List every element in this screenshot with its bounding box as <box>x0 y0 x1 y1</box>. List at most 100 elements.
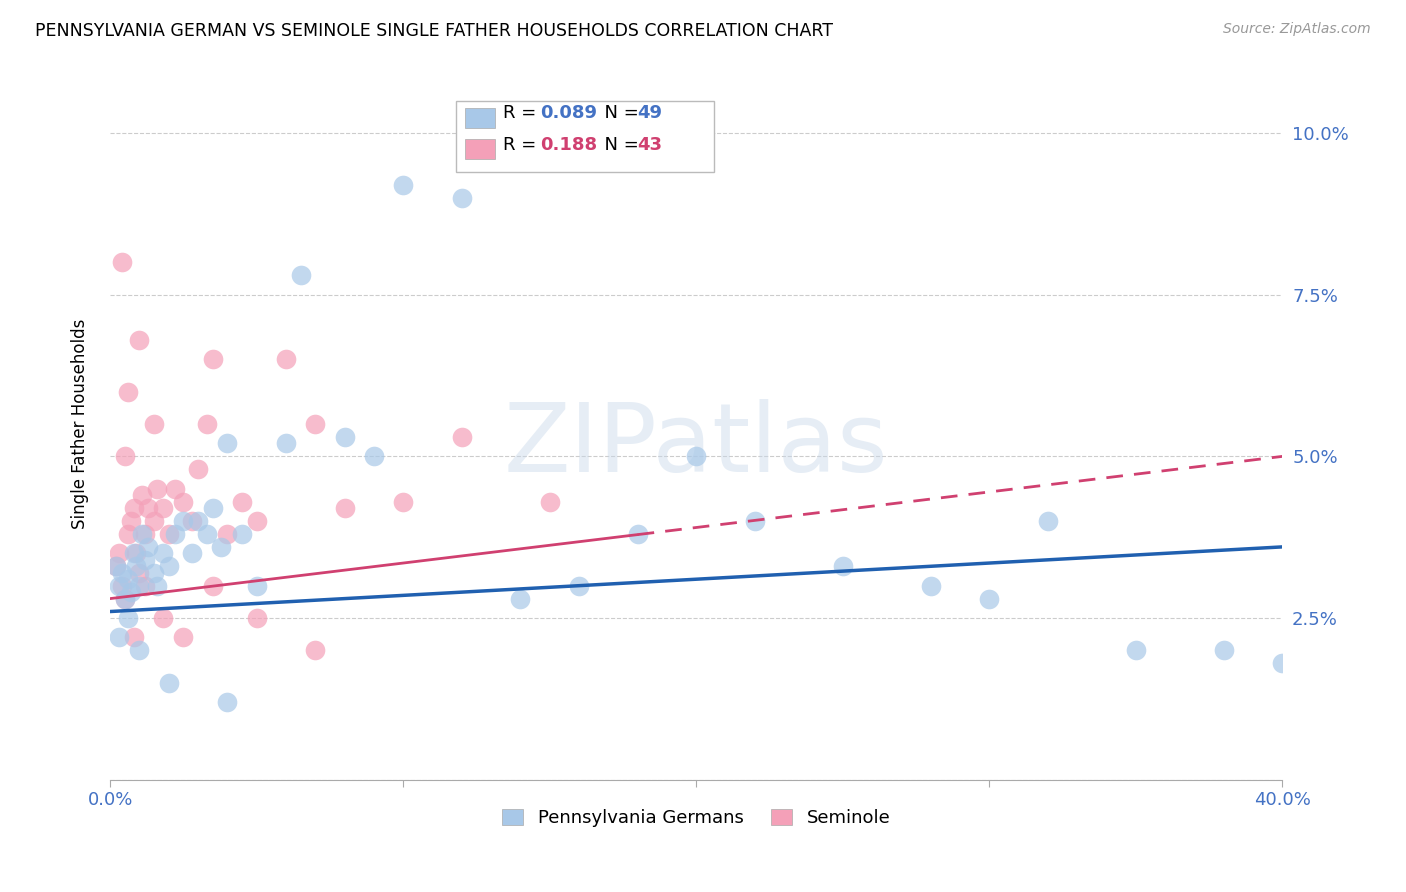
FancyBboxPatch shape <box>465 108 495 128</box>
Point <box>125 559 148 574</box>
Point <box>274 352 297 367</box>
Point <box>231 494 253 508</box>
Point <box>134 579 156 593</box>
Point <box>201 579 224 593</box>
Point <box>117 572 139 586</box>
Point <box>509 591 531 606</box>
Text: 43: 43 <box>637 136 662 153</box>
Text: 49: 49 <box>637 104 662 122</box>
Point <box>181 514 204 528</box>
Point <box>172 631 194 645</box>
Text: ZIPatlas: ZIPatlas <box>503 399 889 491</box>
Point <box>1036 514 1059 528</box>
Point <box>120 585 142 599</box>
Point <box>195 527 218 541</box>
Point <box>333 501 356 516</box>
Point <box>111 579 134 593</box>
Point <box>108 631 131 645</box>
Point <box>117 384 139 399</box>
Legend: Pennsylvania Germans, Seminole: Pennsylvania Germans, Seminole <box>495 802 898 835</box>
Point <box>246 514 269 528</box>
Point <box>152 611 174 625</box>
Point <box>108 546 131 560</box>
Point <box>128 643 150 657</box>
Text: R =: R = <box>503 104 541 122</box>
Point <box>131 488 153 502</box>
Point <box>128 333 150 347</box>
Point <box>114 450 136 464</box>
Point <box>131 527 153 541</box>
Point <box>392 494 415 508</box>
Point <box>920 579 942 593</box>
Point <box>304 643 326 657</box>
Y-axis label: Single Father Households: Single Father Households <box>72 318 89 529</box>
Point <box>274 436 297 450</box>
Point <box>152 501 174 516</box>
Point <box>122 501 145 516</box>
Point <box>217 695 239 709</box>
Point <box>146 579 169 593</box>
Point <box>246 611 269 625</box>
Point <box>217 527 239 541</box>
Point <box>128 566 150 580</box>
Point <box>979 591 1001 606</box>
Point <box>1212 643 1234 657</box>
Point <box>128 579 150 593</box>
Point <box>120 514 142 528</box>
Point <box>104 559 127 574</box>
Point <box>157 527 180 541</box>
Point <box>181 546 204 560</box>
Point <box>143 514 166 528</box>
Point <box>163 482 186 496</box>
Point <box>125 546 148 560</box>
Point <box>231 527 253 541</box>
Point <box>187 462 209 476</box>
Point <box>744 514 766 528</box>
Point <box>108 579 131 593</box>
Point <box>831 559 853 574</box>
Point <box>201 352 224 367</box>
Point <box>187 514 209 528</box>
Point <box>143 566 166 580</box>
Point <box>538 494 561 508</box>
Point <box>217 436 239 450</box>
Point <box>143 417 166 431</box>
Point <box>450 430 472 444</box>
FancyBboxPatch shape <box>465 139 495 159</box>
FancyBboxPatch shape <box>456 101 714 171</box>
Point <box>136 540 159 554</box>
Point <box>122 546 145 560</box>
Point <box>122 631 145 645</box>
Point <box>117 611 139 625</box>
Point <box>201 501 224 516</box>
Point <box>104 559 127 574</box>
Point <box>114 591 136 606</box>
Point <box>157 675 180 690</box>
Point <box>304 417 326 431</box>
Point <box>195 417 218 431</box>
Point <box>1125 643 1147 657</box>
Point <box>363 450 385 464</box>
Point <box>111 255 134 269</box>
Text: 0.188: 0.188 <box>540 136 598 153</box>
Text: Source: ZipAtlas.com: Source: ZipAtlas.com <box>1223 22 1371 37</box>
Text: R =: R = <box>503 136 541 153</box>
Point <box>117 527 139 541</box>
Point <box>172 494 194 508</box>
Point <box>626 527 648 541</box>
Point <box>333 430 356 444</box>
Text: 0.089: 0.089 <box>540 104 598 122</box>
Point <box>246 579 269 593</box>
Point <box>157 559 180 574</box>
Point <box>450 191 472 205</box>
Point <box>209 540 232 554</box>
Point <box>568 579 591 593</box>
Point <box>685 450 707 464</box>
Point <box>136 501 159 516</box>
Point <box>134 553 156 567</box>
Point <box>172 514 194 528</box>
Point <box>290 268 312 283</box>
Point <box>163 527 186 541</box>
Point <box>392 178 415 192</box>
Point <box>114 591 136 606</box>
